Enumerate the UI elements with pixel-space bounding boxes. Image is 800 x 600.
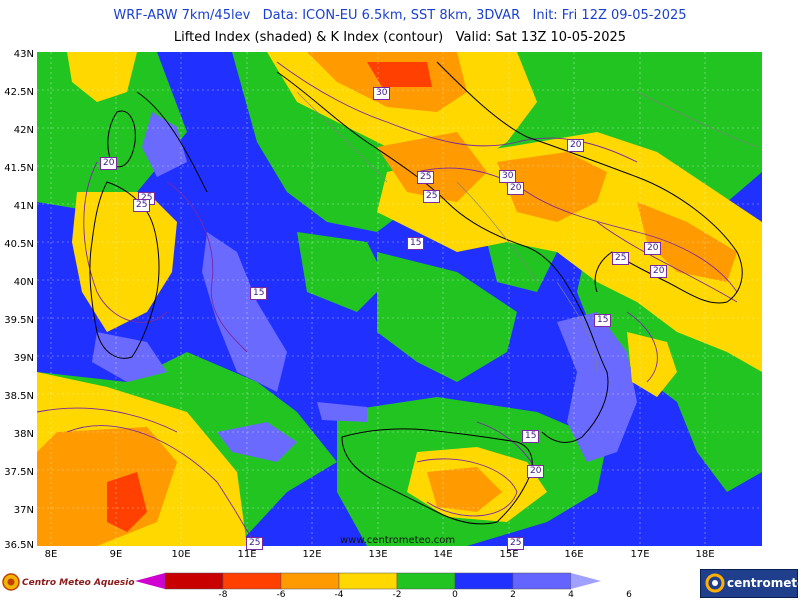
lat-label: 38N [13,429,34,440]
colorbar-tick-label: -8 [218,590,228,600]
lon-label: 15E [499,549,519,560]
lon-label: 16E [564,549,584,560]
lat-label: 37N [13,505,34,516]
lat-label: 37.5N [4,467,34,478]
lon-label: 18E [695,549,715,560]
lat-label: 39N [13,353,34,364]
contour-value-label: 25 [507,537,525,550]
contour-value-label: 25 [417,171,435,184]
lon-label: 8E [44,549,58,560]
contour-value-label: 25 [612,252,630,265]
colorbar-arrow-left [135,573,165,589]
c-logo-icon [705,573,725,593]
lon-label: 12E [302,549,322,560]
lon-label: 10E [171,549,191,560]
colorbar-segment [164,572,224,590]
contour-value-label: 15 [522,430,540,443]
lon-label: 13E [368,549,388,560]
contour-value-label: 20 [567,139,585,152]
contour-value-label: 20 [100,157,118,170]
colorbar-segment [280,572,340,590]
contour-value-label: 25 [423,190,441,203]
contour-value-label: 20 [644,242,662,255]
lon-label: 14E [433,549,453,560]
lat-label: 40.5N [4,239,34,250]
colorbar [135,572,601,590]
colorbar-arrow-right [571,573,601,589]
contour-value-label: 15 [594,314,612,327]
contour-value-label: 30 [373,87,391,100]
lat-label: 41N [13,201,34,212]
lon-label: 11E [237,549,257,560]
colorbar-segment [454,572,514,590]
sun-logo-icon [2,573,20,591]
site-watermark: www.centrometeo.com [340,535,456,546]
lat-label: 42.5N [4,87,34,98]
lon-label: 9E [109,549,123,560]
map-canvas [37,52,762,546]
colorbar-tick-label: -4 [334,590,344,600]
colorbar-segment [338,572,398,590]
colorbar-segment [396,572,456,590]
contour-value-label: 15 [407,237,425,250]
colorbar-tick-label: 6 [626,590,632,600]
left-logo-text: Centro Meteo Aquesio [22,578,135,588]
lat-label: 38.5N [4,391,34,402]
right-logo-text: centrometeo [727,576,800,590]
contour-value-label: 15 [250,287,268,300]
colorbar-tick-label: 2 [510,590,516,600]
region-borders [296,91,758,373]
graticule [37,52,762,546]
lat-label: 43N [13,49,34,60]
contour-value-label: 20 [507,182,525,195]
red-zones [107,62,432,532]
lat-label: 42N [13,125,34,136]
colorbar-segment [512,572,572,590]
lat-label: 36.5N [4,540,34,551]
left-logo[interactable]: Centro Meteo Aquesio [2,568,135,598]
weather-map: 15 15 15 15 20 20 20 20 20 25 25 25 25 25 25 30 30 20 25 [37,52,762,550]
right-logo[interactable]: centrometeo [700,569,800,598]
lon-label: 17E [630,549,650,560]
lat-label: 40N [13,277,34,288]
map-subtitle: Lifted Index (shaded) & K Index (contour… [173,30,627,45]
lat-label: 39.5N [4,315,34,326]
contour-value-label: 20 [650,265,668,278]
contour-value-label: 20 [527,465,545,478]
colorbar-tick-label: -2 [392,590,402,600]
lat-label: 41.5N [4,163,34,174]
contour-value-label: 25 [246,537,264,550]
contour-value-label: 30 [499,170,517,183]
colorbar-tick-label: 4 [568,590,574,600]
colorbar-tick-label: -6 [276,590,286,600]
colorbar-segment [222,572,282,590]
colorbar-tick-label: 0 [452,590,458,600]
map-title: WRF-ARW 7km/45lev Data: ICON-EU 6.5km, S… [113,8,687,23]
contour-value-label: 25 [133,199,151,212]
